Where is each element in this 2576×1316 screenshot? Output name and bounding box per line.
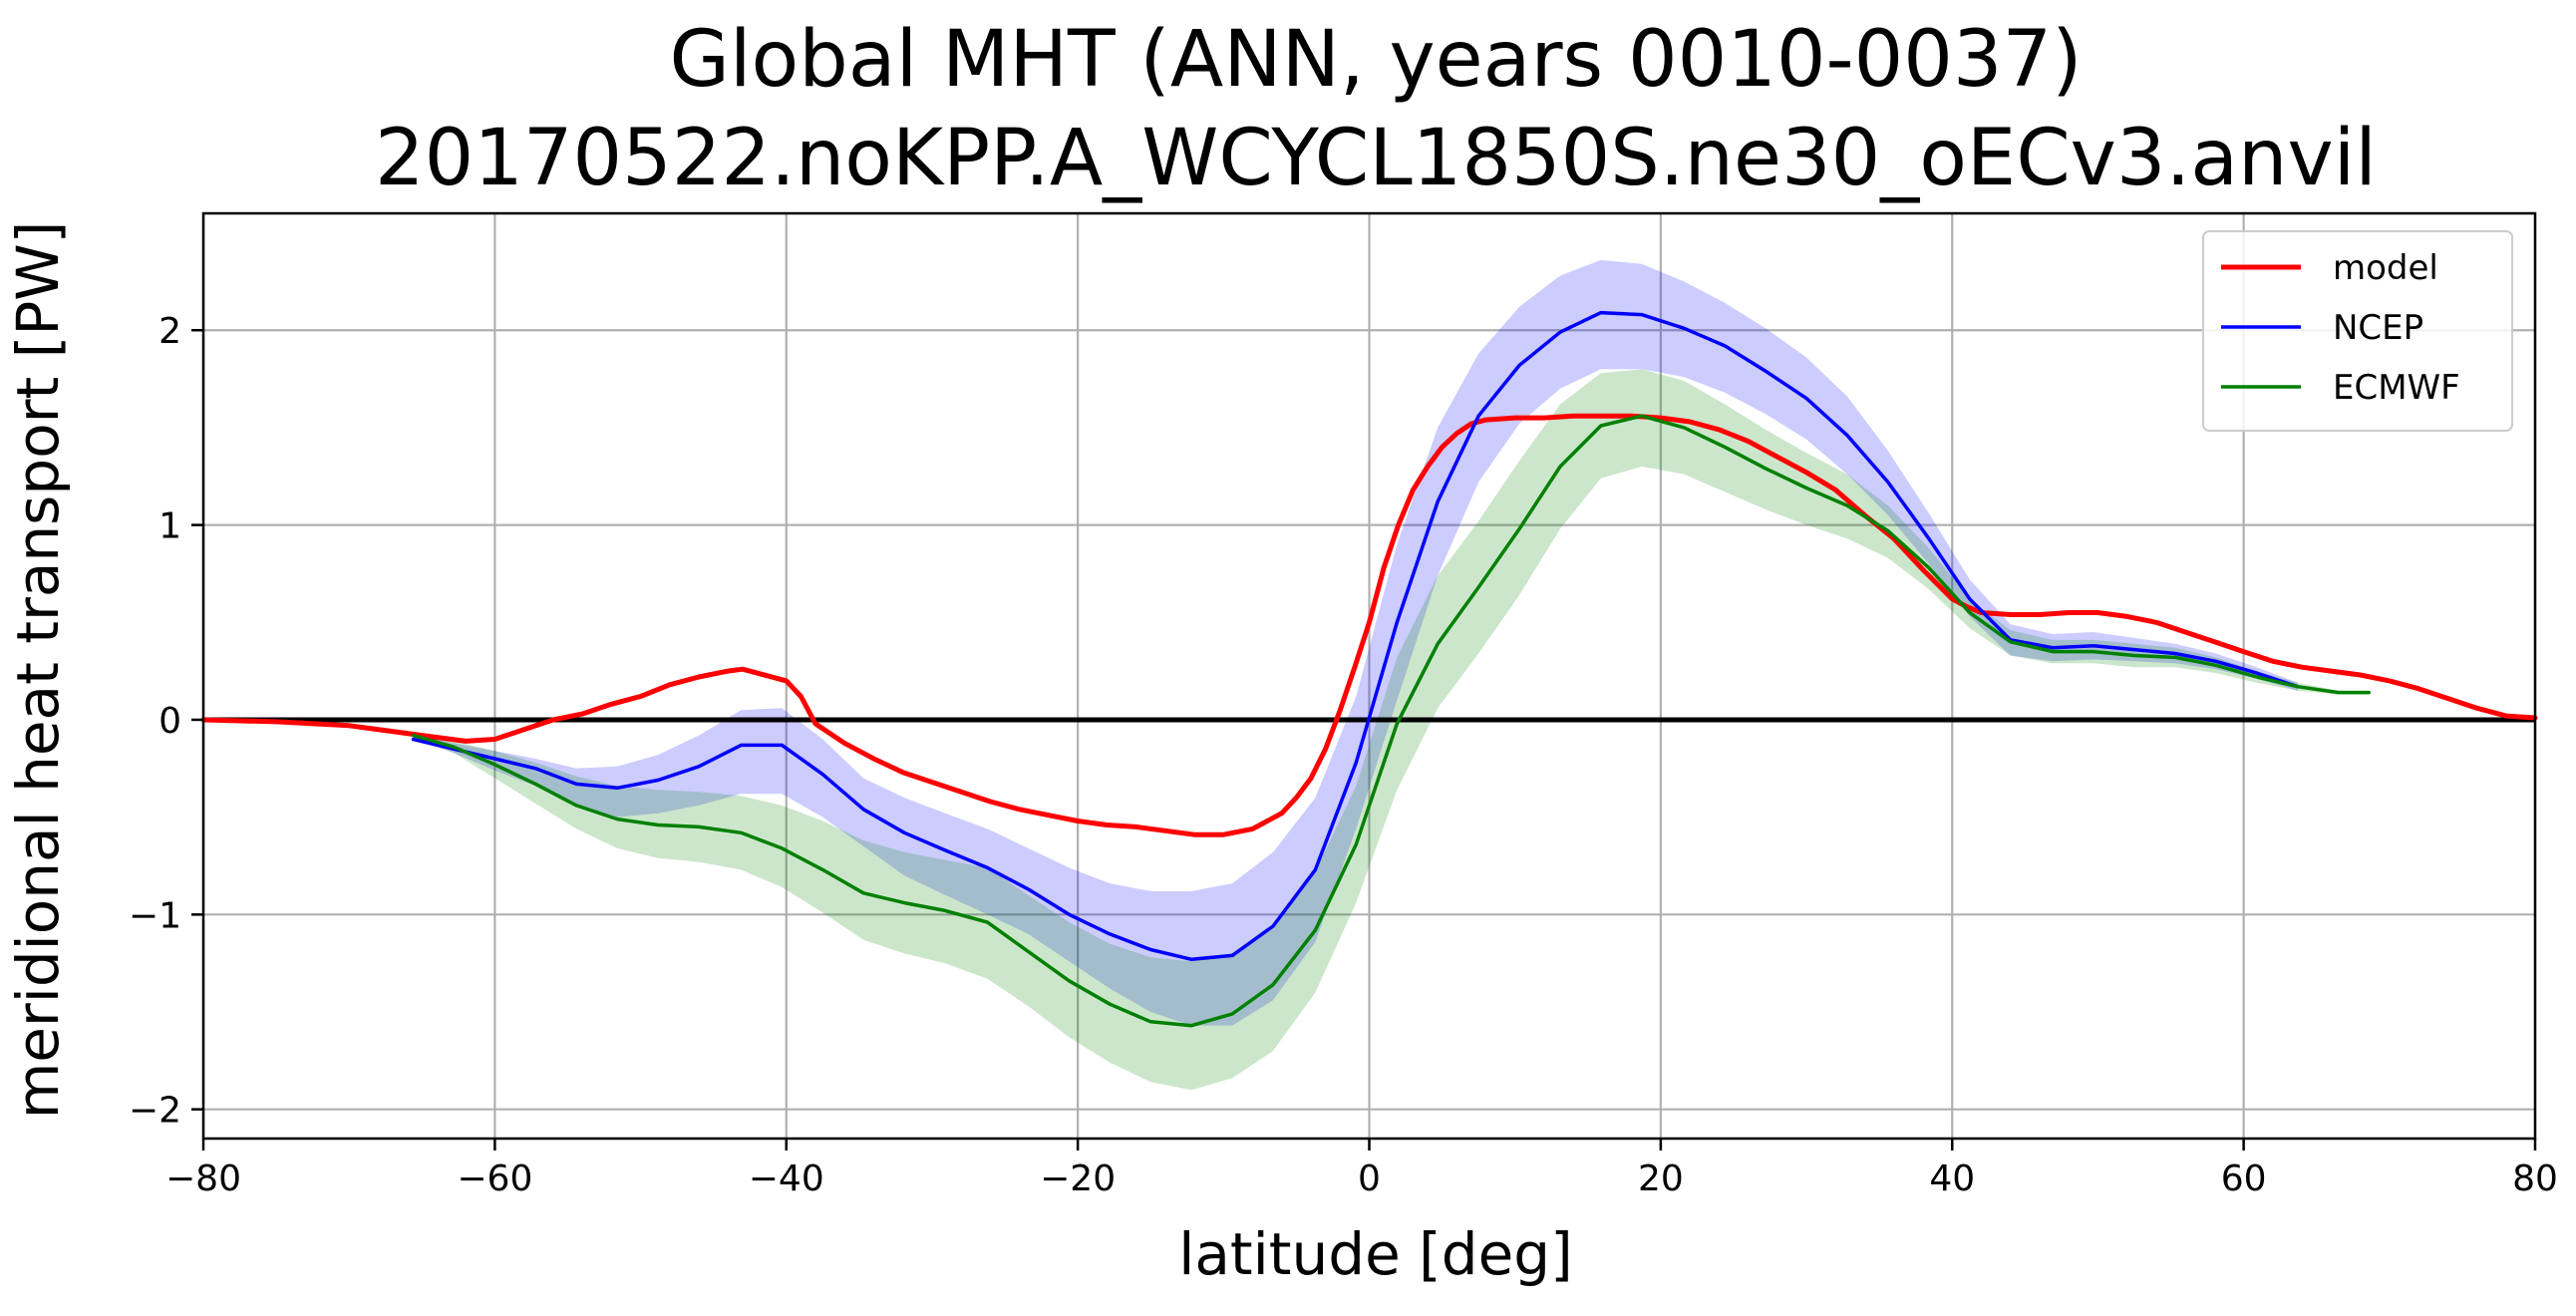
x-tick-label: −40 xyxy=(749,1158,824,1199)
x-tick-label: −20 xyxy=(1040,1158,1116,1199)
x-tick-label: 20 xyxy=(1638,1158,1684,1199)
legend-box xyxy=(2202,230,2513,432)
chart-subtitle: 20170522.noKPP.A_WCYCL1850S.ne30_oECv3.a… xyxy=(375,114,2377,203)
series-lines xyxy=(200,310,2538,1028)
y-axis-label: meridional heat transport [PW] xyxy=(4,221,72,1120)
x-tick-label: 60 xyxy=(2221,1158,2267,1199)
x-tick-label: −60 xyxy=(457,1158,532,1199)
y-tick-label: 1 xyxy=(159,506,181,547)
series-line-model xyxy=(200,413,2538,837)
chart-title: Global MHT (ANN, years 0010-0037) xyxy=(669,15,2082,105)
x-tick-label: 80 xyxy=(2512,1158,2558,1199)
band-ecmwf xyxy=(413,369,2370,1091)
legend-label-ncep: NCEP xyxy=(2333,308,2423,348)
x-tick-label: 40 xyxy=(1929,1158,1975,1199)
legend-label-ecmwf: ECMWF xyxy=(2333,368,2460,408)
x-tick-label: 0 xyxy=(1358,1158,1381,1199)
axis-ticks: −80 −60 −40 −20 0 20 40 60 80 −2 −1 0 1 2 xyxy=(129,311,2558,1199)
band-ncep xyxy=(413,259,2298,1026)
y-tick-label: 0 xyxy=(159,701,181,742)
x-tick-label: −80 xyxy=(165,1158,241,1199)
uncertainty-bands xyxy=(413,259,2370,1091)
y-tick-label: −1 xyxy=(129,895,181,936)
legend-label-model: model xyxy=(2333,248,2438,288)
legend: model NCEP ECMWF xyxy=(2202,230,2513,432)
y-tick-label: −2 xyxy=(129,1091,181,1132)
x-axis-label: latitude [deg] xyxy=(1178,1220,1573,1288)
y-tick-label: 2 xyxy=(159,311,181,352)
series-line-ncep xyxy=(411,310,2300,962)
series-line-ecmwf xyxy=(411,414,2372,1028)
